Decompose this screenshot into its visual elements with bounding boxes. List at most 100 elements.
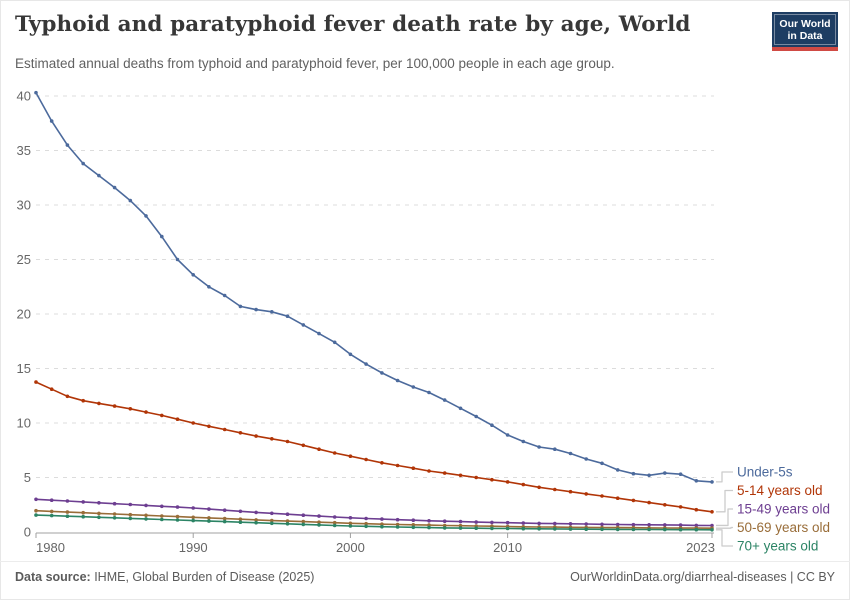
series-point-50-69-years-old-1989 bbox=[175, 514, 180, 519]
legend-connector-under-5s bbox=[716, 471, 733, 483]
series-point-5-14-years-old-2005 bbox=[427, 469, 431, 473]
series-point-under-5s-2011 bbox=[521, 439, 526, 444]
series-point-5-14-years-old-2015 bbox=[584, 492, 588, 496]
series-line-15-49-years-old[interactable] bbox=[35, 498, 713, 527]
series-point-50-69-years-old-1998 bbox=[317, 520, 321, 524]
series-line-70-years-old[interactable] bbox=[35, 514, 713, 531]
series-point-5-14-years-old-1996 bbox=[285, 439, 290, 444]
legend-item-70-years-old[interactable]: 70+ years old bbox=[737, 539, 818, 554]
series-point-5-14-years-old-2014 bbox=[568, 489, 573, 494]
series-point-15-49-years-old-2001 bbox=[364, 516, 368, 521]
data-source-value: IHME, Global Burden of Disease (2025) bbox=[90, 570, 315, 584]
series-point-15-49-years-old-1988 bbox=[160, 504, 164, 509]
series-point-under-5s-1995 bbox=[270, 310, 274, 314]
series-point-15-49-years-old-1989 bbox=[175, 505, 180, 509]
series-point-under-5s-2010 bbox=[505, 433, 510, 437]
owid-logo[interactable]: Our World in Data bbox=[772, 12, 838, 51]
series-point-under-5s-2005 bbox=[427, 390, 431, 395]
x-axis-tick-label-2010: 2010 bbox=[493, 540, 522, 555]
series-line-50-69-years-old[interactable] bbox=[35, 509, 713, 530]
series-point-70-years-old-2012 bbox=[537, 527, 541, 531]
series-point-50-69-years-old-1983 bbox=[81, 510, 85, 515]
series-point-70-years-old-2009 bbox=[490, 526, 494, 531]
series-point-15-49-years-old-2014 bbox=[568, 522, 573, 526]
series-point-5-14-years-old-1982 bbox=[65, 394, 70, 399]
series-point-15-49-years-old-1982 bbox=[65, 499, 70, 503]
series-point-5-14-years-old-1983 bbox=[81, 398, 85, 403]
series-point-15-49-years-old-2010 bbox=[505, 520, 510, 525]
series-point-5-14-years-old-2008 bbox=[474, 475, 479, 480]
series-point-5-14-years-old-1998 bbox=[317, 447, 321, 452]
series-point-70-years-old-2020 bbox=[663, 527, 667, 532]
legend-connector-15-49-years-old bbox=[716, 508, 733, 527]
series-point-50-69-years-old-1996 bbox=[285, 519, 290, 523]
series-point-under-5s-1988 bbox=[160, 234, 164, 239]
series-point-5-14-years-old-1990 bbox=[191, 421, 195, 425]
series-point-70-years-old-2003 bbox=[395, 525, 400, 529]
series-point-under-5s-2016 bbox=[600, 461, 604, 466]
series-point-15-49-years-old-2023 bbox=[710, 523, 714, 528]
x-axis-tick-label-2000: 2000 bbox=[336, 540, 365, 555]
legend-item-5-14-years-old[interactable]: 5-14 years old bbox=[737, 483, 823, 498]
series-point-under-5s-2015 bbox=[584, 457, 588, 461]
series-point-70-years-old-1985 bbox=[112, 516, 117, 520]
series-point-5-14-years-old-2001 bbox=[364, 457, 368, 462]
series-line-under-5s[interactable] bbox=[35, 91, 713, 483]
series-point-under-5s-2022 bbox=[694, 479, 699, 483]
legend-item-under-5s[interactable]: Under-5s bbox=[737, 465, 793, 480]
series-point-50-69-years-old-1990 bbox=[191, 515, 195, 520]
series-point-under-5s-1992 bbox=[222, 293, 227, 298]
x-axis-tick-label-1990: 1990 bbox=[179, 540, 208, 555]
series-point-70-years-old-2013 bbox=[553, 527, 557, 531]
series-point-under-5s-1996 bbox=[285, 314, 290, 319]
series-point-under-5s-1982 bbox=[65, 143, 70, 147]
data-source-label: Data source: bbox=[15, 570, 91, 584]
series-point-5-14-years-old-2021 bbox=[678, 505, 683, 509]
series-point-70-years-old-1991 bbox=[207, 519, 211, 523]
series-point-70-years-old-1995 bbox=[270, 521, 274, 526]
series-point-15-49-years-old-1983 bbox=[81, 500, 85, 504]
series-point-under-5s-1983 bbox=[81, 161, 85, 166]
series-point-15-49-years-old-2000 bbox=[348, 516, 353, 520]
series-point-50-69-years-old-1988 bbox=[160, 514, 164, 518]
series-point-70-years-old-2008 bbox=[474, 526, 479, 530]
owid-logo-inner: Our World in Data bbox=[774, 14, 836, 45]
series-point-15-49-years-old-2021 bbox=[678, 523, 683, 527]
series-point-15-49-years-old-2007 bbox=[458, 519, 463, 524]
series-point-5-14-years-old-1986 bbox=[128, 407, 133, 411]
series-point-under-5s-1999 bbox=[332, 340, 337, 345]
x-axis-tick-label-2023: 2023 bbox=[686, 540, 715, 555]
series-point-15-49-years-old-2015 bbox=[584, 522, 588, 526]
series-point-15-49-years-old-1984 bbox=[97, 501, 101, 505]
series-point-15-49-years-old-1993 bbox=[238, 509, 243, 514]
owid-url-link[interactable]: OurWorldinData.org/diarrheal-diseases | … bbox=[570, 570, 835, 584]
series-point-under-5s-2008 bbox=[474, 414, 479, 419]
series-point-50-69-years-old-2003 bbox=[395, 522, 400, 527]
series-point-15-49-years-old-2005 bbox=[427, 519, 431, 523]
series-point-15-49-years-old-2002 bbox=[380, 517, 384, 521]
series-point-under-5s-2004 bbox=[411, 385, 416, 389]
legend-connector-5-14-years-old bbox=[716, 489, 733, 513]
series-point-70-years-old-1999 bbox=[332, 523, 337, 528]
series-point-5-14-years-old-2016 bbox=[600, 494, 604, 498]
series-point-15-49-years-old-2011 bbox=[521, 521, 526, 525]
y-axis-tick-label-30: 30 bbox=[17, 198, 31, 213]
legend-item-15-49-years-old[interactable]: 15-49 years old bbox=[737, 502, 830, 517]
series-point-under-5s-2018 bbox=[631, 471, 636, 476]
legend-item-50-69-years-old[interactable]: 50-69 years old bbox=[737, 520, 830, 535]
series-line-5-14-years-old[interactable] bbox=[35, 381, 713, 513]
series-point-70-years-old-1981 bbox=[49, 513, 54, 518]
series-point-15-49-years-old-2003 bbox=[395, 517, 400, 522]
series-point-70-years-old-2015 bbox=[584, 527, 588, 531]
legend-connector-70-years-old bbox=[716, 529, 733, 547]
series-point-15-49-years-old-1994 bbox=[254, 510, 258, 515]
series-point-70-years-old-1989 bbox=[175, 518, 180, 522]
series-point-under-5s-1985 bbox=[112, 185, 117, 190]
series-point-50-69-years-old-1999 bbox=[332, 520, 337, 525]
series-point-70-years-old-2000 bbox=[348, 524, 353, 528]
series-point-under-5s-2009 bbox=[490, 423, 494, 428]
series-point-5-14-years-old-1993 bbox=[238, 431, 243, 435]
data-source-text: Data source: IHME, Global Burden of Dise… bbox=[15, 570, 314, 584]
y-axis-tick-label-15: 15 bbox=[17, 361, 31, 376]
series-point-70-years-old-1983 bbox=[81, 514, 85, 519]
